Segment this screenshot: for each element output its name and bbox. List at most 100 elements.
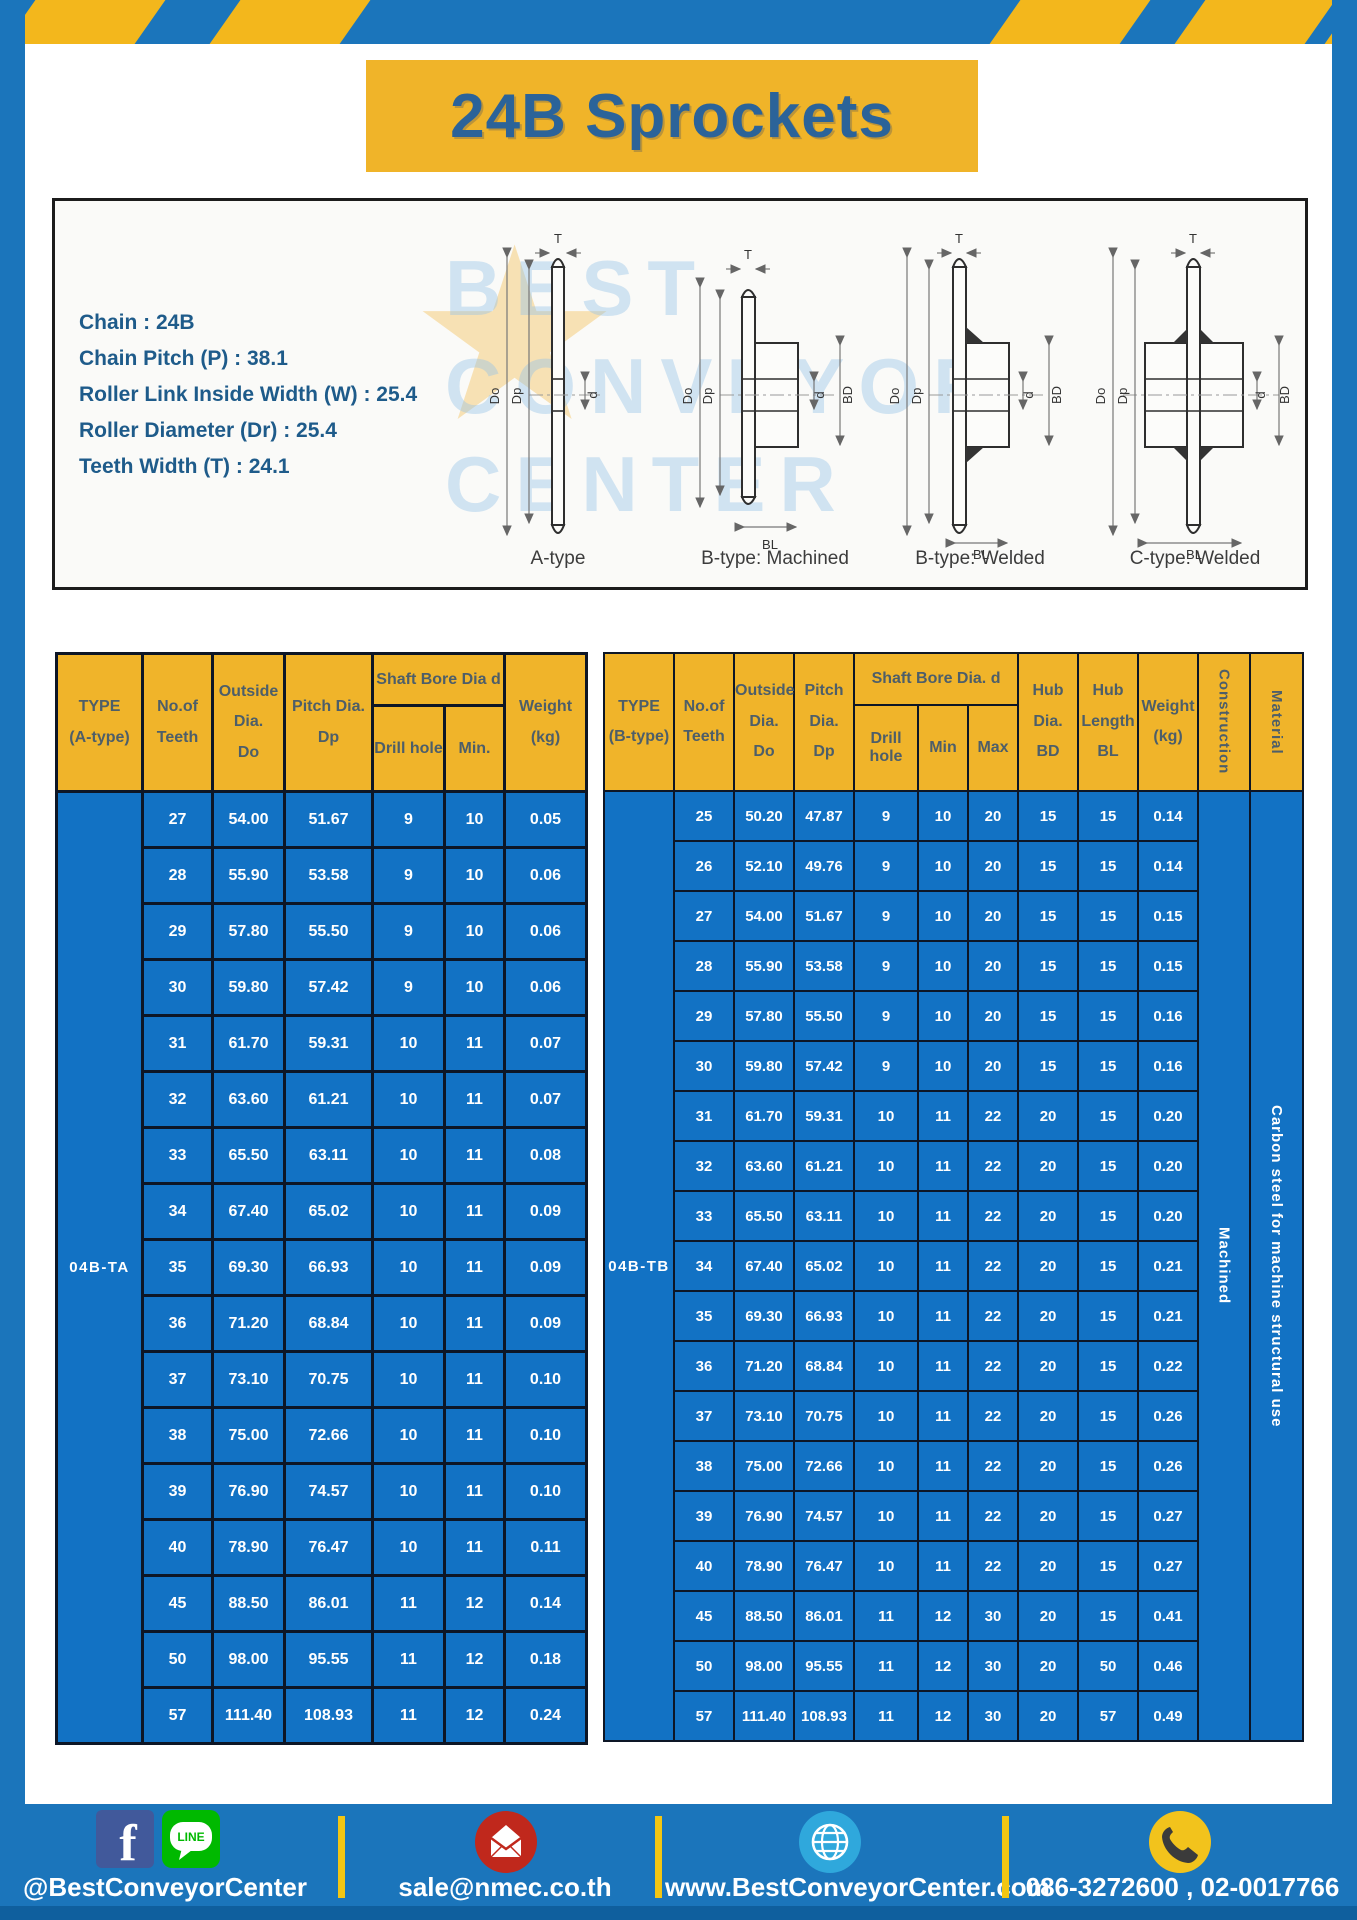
table-cell: 57 xyxy=(141,1686,214,1745)
table-cell: 11 xyxy=(853,1640,919,1692)
table-cell: 15 xyxy=(1077,1040,1140,1092)
table-cell: 63.60 xyxy=(733,1140,795,1192)
table-cell: 39 xyxy=(141,1462,214,1521)
table-cell: 108.93 xyxy=(793,1690,855,1742)
table-cell: 34 xyxy=(141,1182,214,1241)
chain-specs: Chain : 24B Chain Pitch (P) : 38.1 Rolle… xyxy=(79,305,417,485)
spec-line: Roller Diameter (Dr) : 25.4 xyxy=(79,419,337,442)
table-cell: 15 xyxy=(1077,790,1140,842)
footer-email: sale@nmec.co.th xyxy=(398,1872,612,1902)
table-row: 57 111.40 108.93 11 12 0.24 xyxy=(57,1686,588,1745)
table-cell: 0.21 xyxy=(1137,1290,1200,1342)
table-cell: 50 xyxy=(1077,1640,1140,1692)
table-cell: 0.06 xyxy=(503,846,588,905)
table-cell: 0.16 xyxy=(1137,990,1200,1042)
table-cell: 35 xyxy=(141,1238,214,1297)
table-cell: 10 xyxy=(853,1140,919,1192)
svg-text:f: f xyxy=(119,1815,137,1868)
table-cell: 28 xyxy=(673,940,735,992)
table-cell: 20 xyxy=(1017,1140,1080,1192)
table-cell: 72.66 xyxy=(283,1406,374,1465)
table-cell: 15 xyxy=(1077,1490,1140,1542)
table-row: 04B-TA 27 54.00 51.67 9 10 0.05 xyxy=(55,790,588,1745)
table-cell: 31 xyxy=(141,1014,214,1073)
diagram-drawing: T Do Dp d BD BL xyxy=(1093,231,1292,561)
table-cell: 57.80 xyxy=(733,990,795,1042)
table-cell: 78.90 xyxy=(733,1540,795,1592)
table-cell: 111.40 xyxy=(211,1686,286,1745)
table-cell: 67.40 xyxy=(211,1182,286,1241)
table-cell: 0.20 xyxy=(1137,1090,1200,1142)
table-cell: 40 xyxy=(141,1518,214,1577)
col-header-hub-dia: Hub Dia. BD xyxy=(1017,652,1080,792)
table-cell: 66.93 xyxy=(283,1238,374,1297)
table-cell: 9 xyxy=(853,1040,919,1092)
table-cell: 57.42 xyxy=(793,1040,855,1092)
table-cell: 15 xyxy=(1077,990,1140,1042)
table-cell: 0.27 xyxy=(1137,1490,1200,1542)
table-cell: 15 xyxy=(1077,1140,1140,1192)
table-row: 32 63.60 61.21 10 11 0.07 xyxy=(57,1070,588,1129)
svg-text:d: d xyxy=(1253,391,1268,398)
table-cell: 20 xyxy=(1017,1540,1080,1592)
page-border-right xyxy=(1332,0,1357,1920)
table-row: 31 61.70 59.31 10 11 22 20 15 0.20 xyxy=(604,1090,1303,1142)
table-row: 37 73.10 70.75 10 11 0.10 xyxy=(57,1350,588,1409)
table-row: 45 88.50 86.01 11 12 0.14 xyxy=(57,1574,588,1633)
table-cell: 11 xyxy=(917,1190,969,1242)
svg-text:Do: Do xyxy=(887,388,902,405)
footer-phone: 086-3272600 , 02-0017766 xyxy=(1025,1872,1340,1902)
globe-icon xyxy=(799,1811,861,1873)
table-cell: 59.80 xyxy=(733,1040,795,1092)
table-cell: 11 xyxy=(853,1590,919,1642)
col-header-teeth: No.of Teeth xyxy=(141,652,214,793)
table-cell: 25 xyxy=(673,790,735,842)
svg-text:T: T xyxy=(1189,231,1197,246)
table-cell: 88.50 xyxy=(733,1590,795,1642)
table-a-body: 04B-TA 27 54.00 51.67 9 10 0.05 28 55.90 53.58 9 10… xyxy=(55,790,588,1745)
table-cell: 12 xyxy=(443,1574,506,1633)
table-cell: 28 xyxy=(141,846,214,905)
table-cell: 9 xyxy=(371,790,446,849)
table-cell: 22 xyxy=(966,1540,1020,1592)
hazard-stripe xyxy=(1170,0,1340,44)
table-cell: 59.31 xyxy=(283,1014,374,1073)
table-cell: 10 xyxy=(371,1294,446,1353)
table-cell: 0.26 xyxy=(1137,1440,1200,1492)
table-row: 34 67.40 65.02 10 11 22 20 15 0.21 xyxy=(604,1240,1303,1292)
table-cell: 22 xyxy=(966,1140,1020,1192)
table-cell: 12 xyxy=(917,1640,969,1692)
table-cell: 0.20 xyxy=(1137,1140,1200,1192)
table-cell: 20 xyxy=(966,1040,1020,1092)
table-cell: 54.00 xyxy=(733,890,795,942)
table-cell: 10 xyxy=(853,1190,919,1242)
table-row: 39 76.90 74.57 10 11 22 20 15 0.27 xyxy=(604,1490,1303,1542)
diagram-caption: A-type xyxy=(530,548,586,569)
table-cell: 15 xyxy=(1077,1440,1140,1492)
table-cell: 0.27 xyxy=(1137,1540,1200,1592)
table-cell: 22 xyxy=(966,1290,1020,1342)
table-cell: 15 xyxy=(1077,1240,1140,1292)
table-cell: 72.66 xyxy=(793,1440,855,1492)
table-cell: 10 xyxy=(371,1238,446,1297)
table-cell: 70.75 xyxy=(793,1390,855,1442)
table-cell: 11 xyxy=(443,1462,506,1521)
table-cell: 22 xyxy=(966,1490,1020,1542)
table-cell: 10 xyxy=(371,1182,446,1241)
table-cell: 0.09 xyxy=(503,1182,588,1241)
col-header-type: TYPE (B-type) xyxy=(603,652,675,792)
table-cell: 55.50 xyxy=(793,990,855,1042)
table-cell: 11 xyxy=(917,1290,969,1342)
table-cell: 22 xyxy=(966,1090,1020,1142)
svg-text:Do: Do xyxy=(1093,388,1108,405)
table-row: 30 59.80 57.42 9 10 0.06 xyxy=(57,958,588,1017)
col-header-min: Min xyxy=(917,704,969,792)
table-cell: 20 xyxy=(1017,1190,1080,1242)
svg-text:d: d xyxy=(1021,391,1036,398)
table-row: 37 73.10 70.75 10 11 22 20 15 0.26 xyxy=(604,1390,1303,1442)
table-cell: 34 xyxy=(673,1240,735,1292)
table-row: 36 71.20 68.84 10 11 0.09 xyxy=(57,1294,588,1353)
table-cell: 49.76 xyxy=(793,840,855,892)
footer-bottom-strip xyxy=(0,1906,1357,1920)
svg-text:d: d xyxy=(812,391,827,398)
